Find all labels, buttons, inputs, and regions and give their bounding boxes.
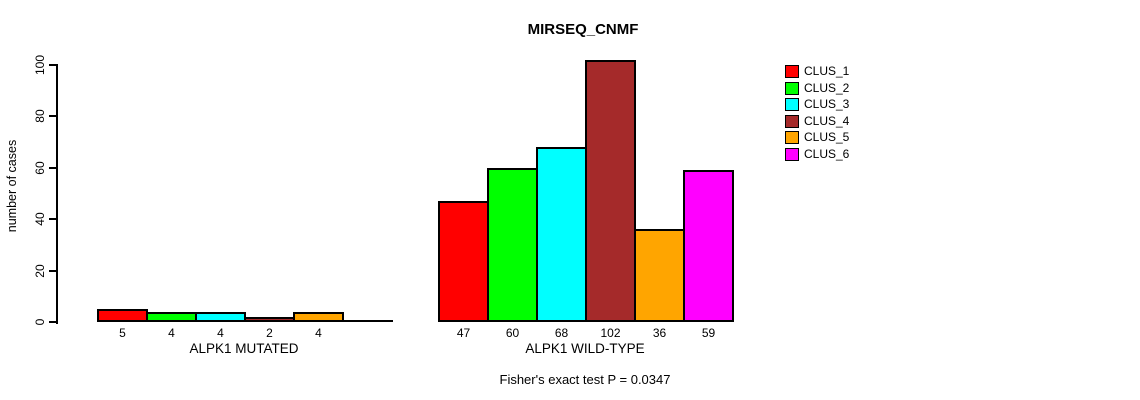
bar-value-label: 68	[554, 326, 569, 340]
legend-swatch	[785, 147, 799, 161]
y-axis-tick-label: 40	[33, 212, 47, 226]
chart-title: MIRSEQ_CNMF	[527, 21, 639, 38]
fisher-test-annotation: Fisher's exact test P = 0.0347	[499, 372, 671, 387]
bar-value-label: 60	[505, 326, 520, 340]
legend-label: CLUS_1	[804, 64, 850, 78]
legend-item: CLUS_5	[785, 130, 849, 144]
bar-clus_3	[195, 312, 246, 322]
y-axis-tick-label: 0	[33, 318, 47, 326]
legend-label: CLUS_2	[804, 81, 850, 95]
legend-label: CLUS_5	[804, 130, 850, 144]
legend-swatch	[785, 130, 799, 144]
bar-clus_2	[487, 168, 538, 322]
legend-item: CLUS_3	[785, 97, 849, 111]
bar-clus_6	[342, 320, 393, 322]
y-axis-tick-label: 80	[33, 109, 47, 123]
y-axis-tick-label: 60	[33, 161, 47, 175]
legend-swatch	[785, 114, 799, 128]
y-axis-tick	[49, 270, 56, 272]
bar-clus_5	[634, 229, 685, 322]
legend-swatch	[785, 64, 799, 78]
legend-label: CLUS_4	[804, 114, 850, 128]
legend: CLUS_1 CLUS_2 CLUS_3 CLUS_4 CLUS_5 CLUS_6	[785, 64, 905, 174]
y-axis-label: number of cases	[5, 139, 19, 233]
bar-value-label: 102	[600, 326, 621, 340]
x-axis-group-label: ALPK1 WILD-TYPE	[525, 341, 645, 356]
x-axis-group-label: ALPK1 MUTATED	[189, 341, 299, 356]
bar-clus_1	[438, 201, 489, 322]
bar-clus_2	[146, 312, 197, 322]
bar-clus_6	[683, 170, 734, 322]
legend-item: CLUS_1	[785, 64, 849, 78]
y-axis-tick-label: 100	[33, 54, 47, 76]
legend-item: CLUS_2	[785, 81, 849, 95]
y-axis-tick	[49, 64, 56, 66]
y-axis-tick	[49, 115, 56, 117]
y-axis-tick	[49, 218, 56, 220]
bar-value-label: 36	[652, 326, 667, 340]
bar-clus_4	[585, 60, 636, 322]
legend-swatch	[785, 81, 799, 95]
bar-value-label: 4	[315, 326, 322, 340]
bar-clus_1	[97, 309, 148, 322]
y-axis-tick	[49, 321, 56, 323]
y-axis-tick	[49, 167, 56, 169]
bar-clus_5	[293, 312, 344, 322]
legend-item: CLUS_6	[785, 147, 849, 161]
bar-value-label: 47	[456, 326, 471, 340]
legend-item: CLUS_4	[785, 114, 849, 128]
legend-label: CLUS_3	[804, 97, 850, 111]
bar-clus_3	[536, 147, 587, 322]
bar-value-label: 59	[701, 326, 716, 340]
bar-value-label: 2	[266, 326, 273, 340]
y-axis-line	[56, 64, 58, 324]
legend-label: CLUS_6	[804, 147, 850, 161]
legend-swatch	[785, 97, 799, 111]
bar-value-label: 4	[217, 326, 224, 340]
bar-value-label: 4	[168, 326, 175, 340]
bar-clus_4	[244, 317, 295, 322]
bar-value-label: 5	[119, 326, 126, 340]
y-axis-tick-label: 20	[33, 264, 47, 278]
